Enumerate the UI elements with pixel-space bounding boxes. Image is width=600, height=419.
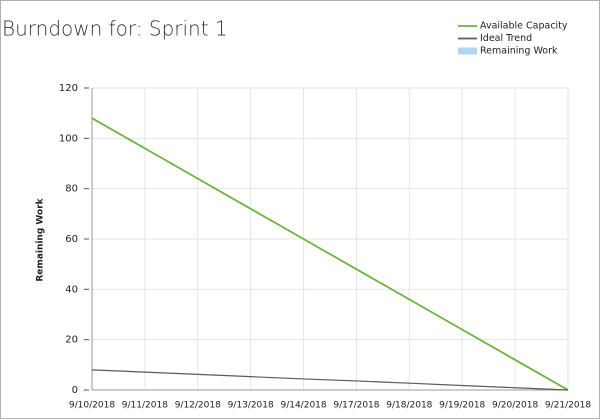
series-line [91,117,569,391]
y-tick-label: 0 [72,385,78,396]
legend-label: Available Capacity [480,21,568,32]
x-tick-label: 9/21/2018 [545,401,591,411]
y-axis-label: Remaining Work [36,197,46,281]
x-tick-label: 9/19/2018 [439,401,485,411]
x-tick-label: 9/17/2018 [333,401,379,411]
y-tick-label: 20 [65,335,78,346]
y-tick-label: 80 [65,184,78,195]
x-tick-label: 9/14/2018 [280,401,326,411]
y-tick-label: 120 [59,83,78,94]
x-tick-label: 9/10/2018 [69,401,115,411]
series-line [91,369,569,391]
legend-swatch [458,47,477,55]
y-tick-label: 60 [65,234,78,245]
x-tick-label: 9/20/2018 [492,401,538,411]
x-tick-label: 9/13/2018 [228,401,274,411]
chart-title: Burndown for: Sprint 1 [2,17,228,41]
x-tick-label: 9/11/2018 [122,401,168,411]
legend-label: Ideal Trend [480,33,532,44]
x-tick-label: 9/12/2018 [175,401,221,411]
x-tick-label: 9/18/2018 [386,401,432,411]
legend-label: Remaining Work [480,46,558,57]
y-tick-label: 100 [59,133,78,144]
y-tick-label: 40 [65,284,78,295]
